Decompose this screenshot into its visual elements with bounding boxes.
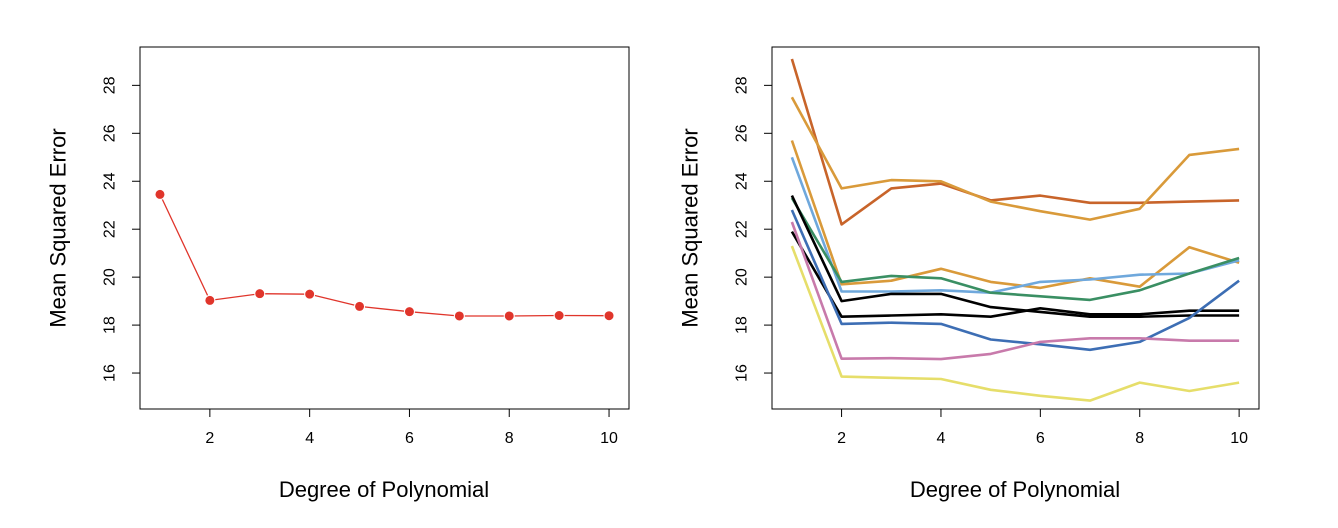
data-point: [354, 300, 366, 312]
data-point: [403, 306, 415, 318]
y-tick-label: 18: [102, 316, 119, 334]
x-tick-label: 2: [837, 430, 846, 447]
data-point: [204, 294, 216, 306]
x-tick-label: 4: [305, 430, 314, 447]
x-tick-label: 6: [1036, 430, 1045, 447]
data-point: [154, 188, 166, 200]
x-tick-label: 4: [937, 430, 946, 447]
data-point: [304, 288, 316, 300]
y-tick-label: 24: [734, 172, 751, 190]
data-point: [553, 310, 565, 322]
plot-frame: [139, 46, 630, 410]
x-tick-label: 10: [1230, 430, 1248, 447]
x-axis-title: Degree of Polynomial: [279, 477, 489, 502]
y-tick-label: 26: [102, 124, 119, 142]
x-tick-label: 8: [1135, 430, 1144, 447]
y-tick-label: 26: [734, 124, 751, 142]
y-tick-label: 18: [734, 316, 751, 334]
x-tick-label: 2: [205, 430, 214, 447]
data-point: [603, 310, 615, 322]
series-line: [790, 195, 1240, 319]
series-line: [790, 156, 1240, 295]
y-tick-label: 24: [102, 172, 119, 190]
y-tick-label: 22: [102, 220, 119, 238]
data-point: [254, 288, 266, 300]
y-axis-title: Mean Squared Error: [678, 128, 703, 327]
y-tick-label: 22: [734, 220, 751, 238]
data-point: [503, 310, 515, 322]
y-axis-title: Mean Squared Error: [46, 128, 71, 327]
series-line: [790, 96, 1240, 221]
series-line: [790, 230, 1240, 319]
plot-frame: [771, 46, 1260, 410]
series-line: [790, 197, 1240, 302]
series-line: [790, 58, 1240, 226]
y-tick-label: 16: [102, 364, 119, 382]
x-axis-title: Degree of Polynomial: [910, 477, 1120, 502]
series-line: [790, 209, 1240, 352]
series-line: [790, 221, 1240, 361]
x-tick-label: 6: [405, 430, 414, 447]
series-line: [790, 140, 1240, 290]
y-tick-label: 20: [734, 268, 751, 286]
data-point: [453, 310, 465, 322]
y-tick-label: 16: [734, 364, 751, 382]
x-tick-label: 10: [600, 430, 618, 447]
y-tick-label: 20: [102, 268, 119, 286]
x-tick-label: 8: [505, 430, 514, 447]
series-line: [790, 245, 1240, 402]
y-tick-label: 28: [734, 76, 751, 94]
series-line: [159, 194, 610, 317]
y-tick-label: 28: [102, 76, 119, 94]
